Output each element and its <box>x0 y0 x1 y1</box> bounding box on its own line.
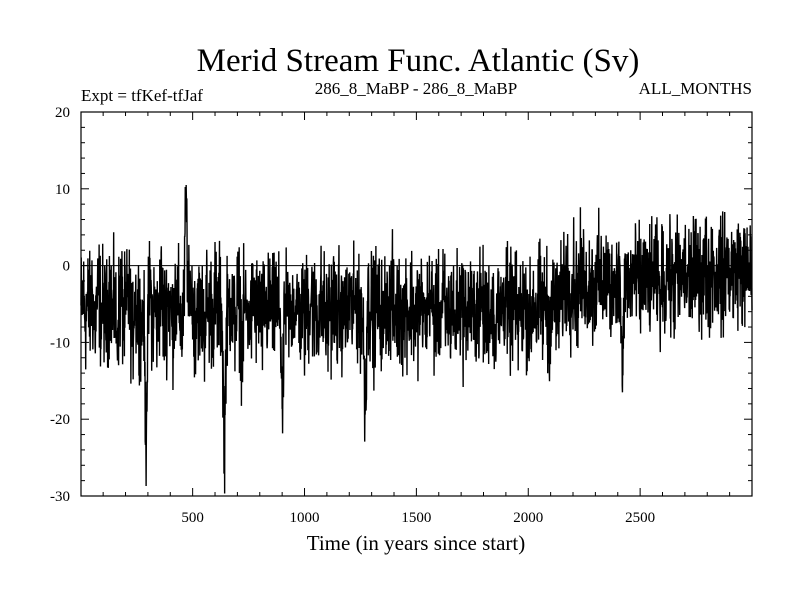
x-axis-label: Time (in years since start) <box>307 531 526 555</box>
y-tick-label: -30 <box>50 489 70 505</box>
x-tick-label: 2000 <box>513 510 543 526</box>
series-line <box>80 184 753 494</box>
period-label: 286_8_MaBP - 286_8_MaBP <box>315 79 517 98</box>
y-tick-label: 0 <box>63 259 71 275</box>
y-tick-label: 20 <box>55 105 70 121</box>
experiment-label: Expt = tfKef-tfJaf <box>81 86 203 105</box>
x-tick-label: 1000 <box>290 510 320 526</box>
chart-title: Merid Stream Func. Atlantic (Sv) <box>197 43 640 79</box>
y-tick-label: 10 <box>55 182 70 198</box>
x-tick-label: 500 <box>181 510 204 526</box>
y-tick-label: -20 <box>50 412 70 428</box>
plot-area <box>80 184 753 494</box>
x-tick-label: 1500 <box>401 510 431 526</box>
y-tick-label: -10 <box>50 335 70 351</box>
x-tick-label: 2500 <box>625 510 655 526</box>
months-label: ALL_MONTHS <box>639 79 752 98</box>
axis-ticks: -30 -20 -10 0 10 20 500 1000 1500 2000 2500 <box>50 105 752 526</box>
